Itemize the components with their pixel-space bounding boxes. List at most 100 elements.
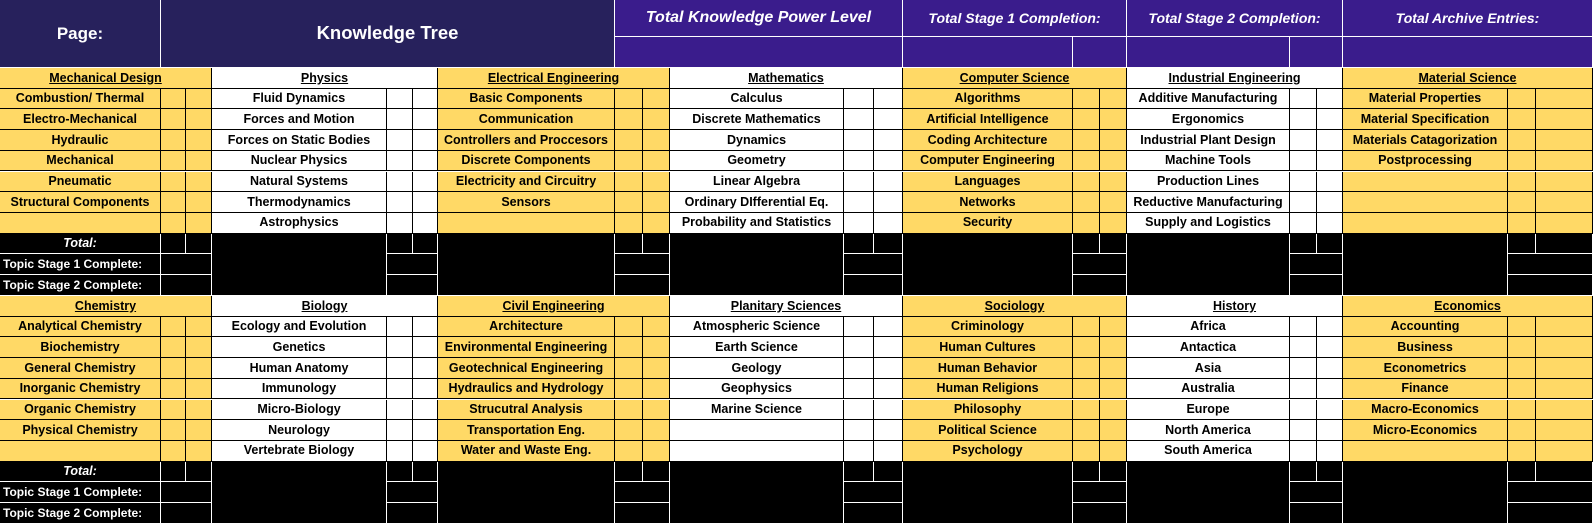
stage2-checkbox[interactable] — [1100, 399, 1127, 421]
stage1-checkbox[interactable] — [1290, 212, 1317, 234]
stage2-checkbox[interactable] — [874, 378, 903, 400]
stage1-checkbox[interactable] — [161, 171, 186, 193]
stage1-checkbox[interactable] — [1508, 358, 1536, 379]
stage2-checkbox[interactable] — [1317, 88, 1343, 110]
total-stage1-value[interactable] — [615, 233, 643, 255]
stage1-checkbox[interactable] — [387, 109, 413, 131]
stage2-checkbox[interactable] — [186, 337, 212, 359]
stage1-checkbox[interactable] — [615, 192, 643, 213]
stage1-complete-value[interactable] — [161, 482, 212, 503]
stage1-checkbox[interactable] — [615, 171, 643, 193]
stage2-checkbox[interactable] — [643, 212, 670, 234]
stage2-checkbox[interactable] — [413, 440, 438, 462]
total-stage1-value[interactable] — [615, 461, 643, 483]
stage1-checkbox[interactable] — [1290, 358, 1317, 379]
stage2-checkbox[interactable] — [643, 109, 670, 131]
stage2-checkbox[interactable] — [186, 316, 212, 338]
stage1-checkbox[interactable] — [1290, 171, 1317, 193]
stage2-checkbox[interactable] — [186, 88, 212, 110]
stage2-complete-value[interactable] — [161, 275, 212, 296]
stage2-checkbox[interactable] — [186, 192, 212, 213]
stage1-checkbox[interactable] — [161, 109, 186, 131]
total-stage2-value[interactable] — [874, 233, 903, 255]
stage1-checkbox[interactable] — [161, 88, 186, 110]
stage1-checkbox[interactable] — [161, 420, 186, 441]
total-stage2-value[interactable] — [1536, 461, 1593, 483]
total-stage2-value[interactable] — [186, 461, 212, 483]
stage2-complete-value[interactable] — [615, 275, 670, 296]
stage2-complete-value[interactable] — [615, 503, 670, 524]
stage1-complete-value[interactable] — [1073, 254, 1127, 275]
total-stage1-value[interactable] — [1073, 461, 1100, 483]
stage2-checkbox[interactable] — [413, 337, 438, 359]
stage1-complete-value[interactable] — [844, 254, 903, 275]
stage2-checkbox[interactable] — [1317, 192, 1343, 213]
total-stage1-value[interactable] — [1508, 233, 1536, 255]
stage1-checkbox[interactable] — [387, 378, 413, 400]
stage1-checkbox[interactable] — [161, 212, 186, 234]
stage1-checkbox[interactable] — [1073, 358, 1100, 379]
stage1-checkbox[interactable] — [1508, 378, 1536, 400]
total-stage2-value[interactable] — [643, 461, 670, 483]
stage2-checkbox[interactable] — [413, 192, 438, 213]
stage1-checkbox[interactable] — [387, 192, 413, 213]
stage1-checkbox[interactable] — [1073, 316, 1100, 338]
stage1-checkbox[interactable] — [844, 212, 874, 234]
stage1-checkbox[interactable] — [1290, 399, 1317, 421]
stage1-checkbox[interactable] — [1290, 420, 1317, 441]
total-stage1-value[interactable] — [161, 233, 186, 255]
stage2-checkbox[interactable] — [1317, 440, 1343, 462]
stage1-checkbox[interactable] — [1073, 150, 1100, 172]
stage1-complete-value[interactable] — [615, 254, 670, 275]
stage2-checkbox[interactable] — [874, 88, 903, 110]
stage1-checkbox[interactable] — [161, 399, 186, 421]
stage1-complete-value[interactable] — [1508, 254, 1593, 275]
stage1-complete-value[interactable] — [387, 254, 438, 275]
stage2-complete-value[interactable] — [844, 503, 903, 524]
stage1-complete-value[interactable] — [1508, 482, 1593, 503]
stage1-checkbox[interactable] — [1508, 420, 1536, 441]
stage2-complete-value[interactable] — [844, 275, 903, 296]
stage2-complete-value[interactable] — [1508, 503, 1593, 524]
stage2-checkbox[interactable] — [1100, 150, 1127, 172]
stage1-checkbox[interactable] — [387, 88, 413, 110]
stage2-checkbox[interactable] — [643, 316, 670, 338]
stage1-checkbox[interactable] — [1073, 337, 1100, 359]
stage1-checkbox[interactable] — [387, 130, 413, 151]
stage2-checkbox[interactable] — [1100, 171, 1127, 193]
stage1-complete-value[interactable] — [1290, 482, 1343, 503]
stage2-checkbox[interactable] — [1536, 109, 1593, 131]
stage1-checkbox[interactable] — [844, 192, 874, 213]
stage1-complete-value[interactable] — [615, 482, 670, 503]
stage1-checkbox[interactable] — [1508, 88, 1536, 110]
stage2-checkbox[interactable] — [1536, 150, 1593, 172]
stage2-checkbox[interactable] — [1536, 130, 1593, 151]
stage2-checkbox[interactable] — [874, 150, 903, 172]
stage2-checkbox[interactable] — [1100, 192, 1127, 213]
stage1-checkbox[interactable] — [844, 109, 874, 131]
stage2-checkbox[interactable] — [413, 378, 438, 400]
stage1-checkbox[interactable] — [1508, 150, 1536, 172]
stage1-checkbox[interactable] — [1508, 337, 1536, 359]
stage2-checkbox[interactable] — [643, 378, 670, 400]
stage1-checkbox[interactable] — [161, 378, 186, 400]
stage1-checkbox[interactable] — [844, 399, 874, 421]
stage2-checkbox[interactable] — [1100, 88, 1127, 110]
stage1-checkbox[interactable] — [615, 150, 643, 172]
stage1-checkbox[interactable] — [1290, 88, 1317, 110]
stage1-checkbox[interactable] — [1290, 192, 1317, 213]
stage2-checkbox[interactable] — [1100, 212, 1127, 234]
stage2-checkbox[interactable] — [874, 337, 903, 359]
stage2-checkbox[interactable] — [1317, 378, 1343, 400]
stage2-checkbox[interactable] — [1100, 378, 1127, 400]
total-stage1-value[interactable] — [161, 461, 186, 483]
stage2-checkbox[interactable] — [186, 358, 212, 379]
stage2-checkbox[interactable] — [1100, 337, 1127, 359]
stage2-checkbox[interactable] — [1317, 399, 1343, 421]
total-stage1-value[interactable] — [844, 461, 874, 483]
stage2-checkbox[interactable] — [1536, 358, 1593, 379]
archive-entries-value[interactable] — [1343, 37, 1593, 68]
stage1-checkbox[interactable] — [615, 130, 643, 151]
total-stage2-value[interactable] — [186, 233, 212, 255]
stage1-checkbox[interactable] — [615, 337, 643, 359]
